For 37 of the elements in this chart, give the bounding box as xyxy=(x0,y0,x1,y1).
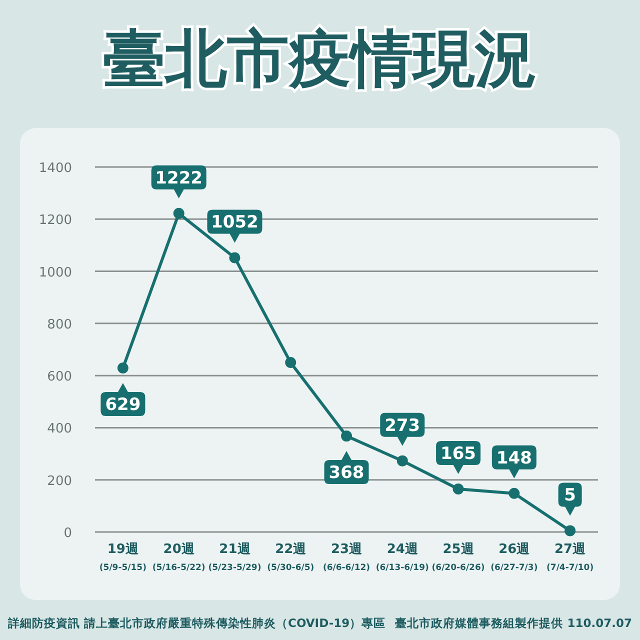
y-tick-label: 400 xyxy=(47,422,72,437)
point xyxy=(564,525,576,536)
data-label: 1052 xyxy=(211,212,258,233)
x-tick-label: 21週 (5/23-5/29) xyxy=(208,542,262,573)
y-tick-label: 800 xyxy=(47,317,72,332)
data-label: 629 xyxy=(105,395,141,416)
point xyxy=(396,455,408,466)
y-tick-label: 1200 xyxy=(38,213,72,228)
point xyxy=(452,483,464,494)
data-label: 1222 xyxy=(155,168,202,188)
point xyxy=(508,488,520,499)
x-tick-label: 22週 (5/30-6/5) xyxy=(267,542,314,573)
x-tick-label: 25週 (6/20-6/26) xyxy=(432,542,485,573)
data-label: 165 xyxy=(440,444,476,464)
x-tick-label: 19週 (5/9-5/15) xyxy=(99,542,147,573)
text: 臺北市政府媒體事務組製作提供 110.07.07 xyxy=(395,616,632,630)
x-tick-label: 23週 (6/6-6/12) xyxy=(322,542,370,573)
point xyxy=(117,362,128,374)
point xyxy=(173,208,184,219)
x-tick-label: 20週 (5/16-5/22) xyxy=(152,542,206,573)
y-tick-label: 1000 xyxy=(38,265,72,280)
data-label: 148 xyxy=(496,448,532,468)
x-tick-label: 27週 (7/4-7/10) xyxy=(546,542,594,573)
y-tick-label: 1400 xyxy=(38,161,72,176)
data-label: 368 xyxy=(328,463,364,484)
y-tick-label: 200 xyxy=(47,474,72,489)
point xyxy=(341,430,352,442)
title: 臺北市疫情現況 xyxy=(103,22,537,95)
data-label: 273 xyxy=(384,416,420,436)
data-label: 5 xyxy=(564,486,576,506)
point xyxy=(285,357,296,368)
x-tick-label: 24週 (6/13-6/19) xyxy=(376,542,429,573)
text: 詳細防疫資訊 請上臺北市政府嚴重特殊傳染性肺炎（COVID-19）專區 xyxy=(7,616,386,630)
point xyxy=(229,252,240,264)
y-tick-label: 0 xyxy=(64,526,72,541)
y-tick-label: 600 xyxy=(47,370,72,385)
x-tick-label: 26週 (6/27-7/3) xyxy=(490,542,538,573)
